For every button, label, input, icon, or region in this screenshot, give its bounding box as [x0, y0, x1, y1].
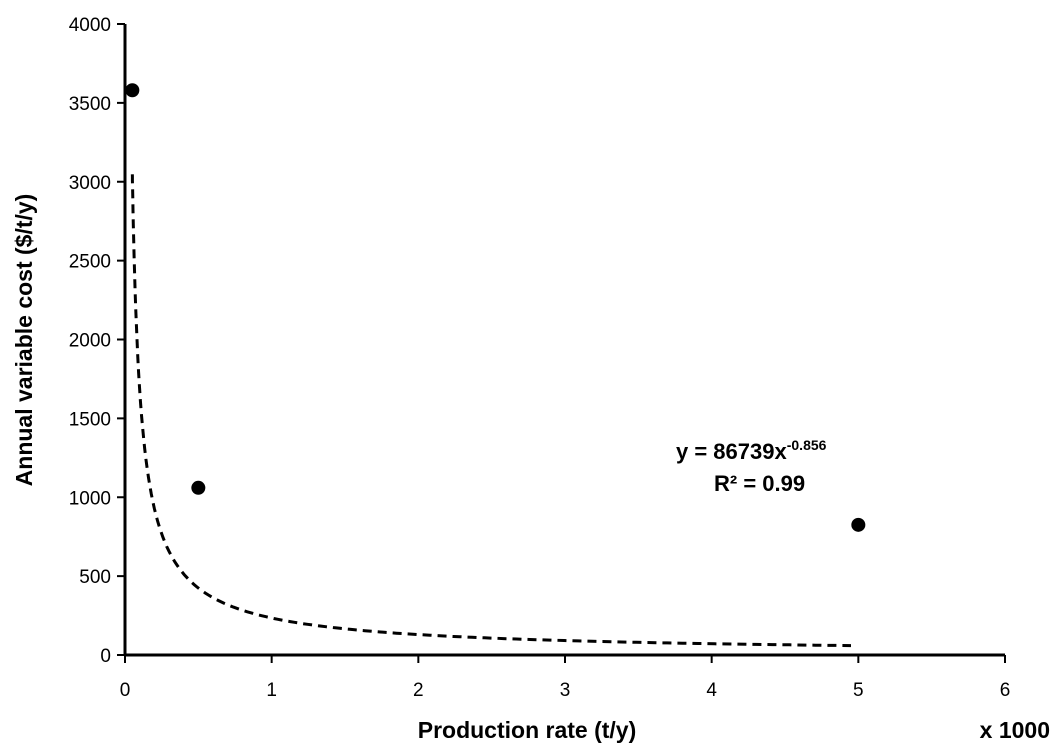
trend-equation: y = 86739x-0.856 — [676, 437, 827, 464]
y-tick-label: 3000 — [69, 173, 111, 194]
data-point — [851, 517, 866, 532]
x-tick-label: 0 — [120, 680, 131, 701]
y-tick-label: 500 — [79, 567, 111, 588]
y-tick-label: 0 — [100, 646, 111, 667]
y-tick-label: 4000 — [69, 15, 111, 36]
x-tick-label: 1 — [266, 680, 277, 701]
x-tick-label: 6 — [1000, 680, 1011, 701]
data-points — [125, 83, 866, 532]
x-tick-label: 3 — [560, 680, 571, 701]
y-tick-label: 1000 — [69, 488, 111, 509]
y-tick-label: 2500 — [69, 252, 111, 273]
x-axis-multiplier: x 1000 — [980, 717, 1050, 743]
x-axis-ticks: 0 1 2 3 4 5 6 — [120, 655, 1011, 701]
x-tick-label: 4 — [706, 680, 717, 701]
x-tick-label: 5 — [853, 680, 864, 701]
trend-equation-base: y = 86739x — [676, 439, 787, 464]
x-axis-title: Production rate (t/y) — [418, 717, 637, 743]
data-point — [191, 480, 206, 495]
y-tick-label: 3500 — [69, 94, 111, 115]
trend-equation-exponent: -0.856 — [787, 437, 827, 453]
x-tick-label: 2 — [413, 680, 424, 701]
y-tick-label: 1500 — [69, 409, 111, 430]
y-tick-label: 2000 — [69, 331, 111, 352]
y-axis-ticks: 0 500 1000 1500 2000 2500 3000 3500 4000 — [69, 15, 125, 667]
trendline — [130, 174, 852, 648]
data-point — [125, 83, 140, 98]
y-axis-title: Annual variable cost ($/t/y) — [11, 194, 37, 487]
trend-r-squared: R² = 0.99 — [714, 471, 805, 496]
